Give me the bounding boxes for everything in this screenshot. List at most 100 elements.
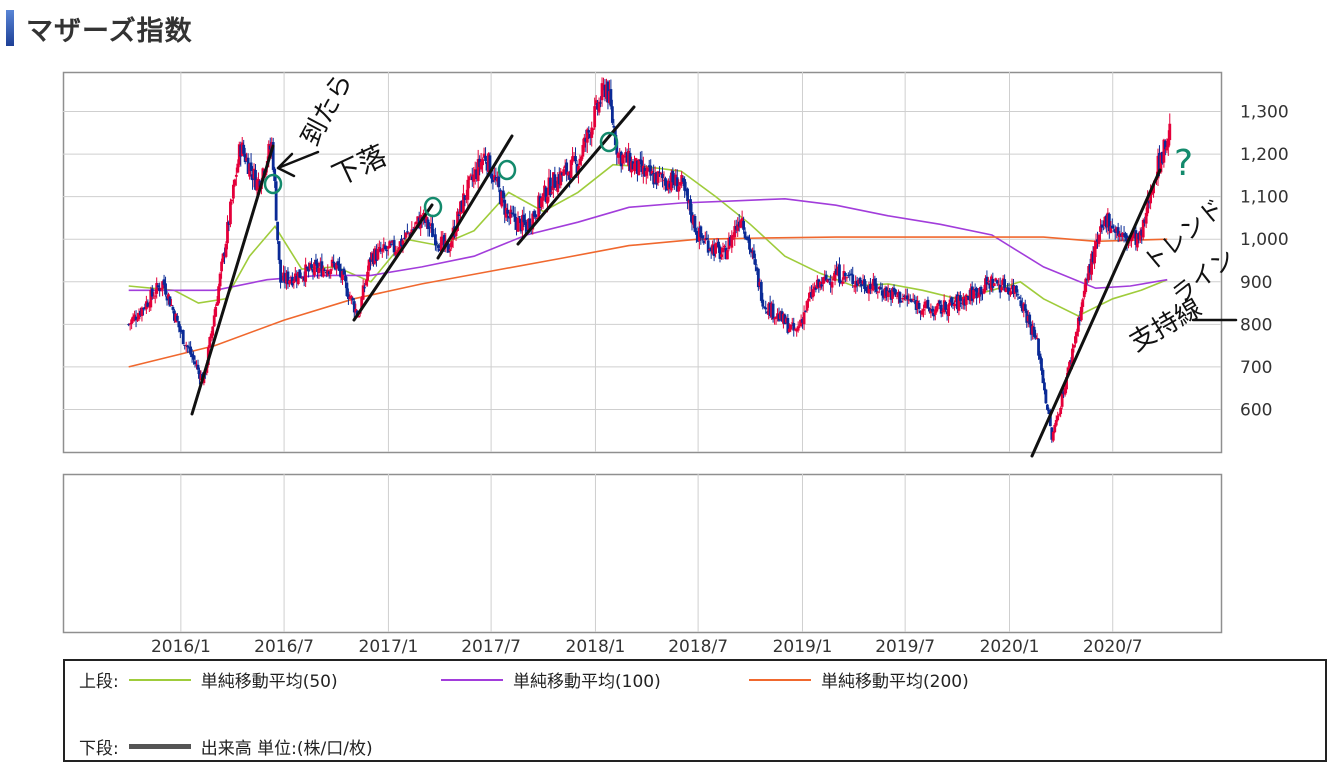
candle-body xyxy=(653,173,657,183)
candle-body xyxy=(1146,198,1150,214)
candle-body xyxy=(764,307,768,310)
candle-body xyxy=(1132,231,1136,238)
candle-body xyxy=(1012,284,1015,295)
candle-body xyxy=(579,156,583,161)
candle-body xyxy=(681,178,685,182)
candle-body xyxy=(914,300,918,310)
candle-body xyxy=(944,301,948,310)
candle-body xyxy=(379,248,383,252)
candle-body xyxy=(464,197,468,199)
candle-body xyxy=(532,211,536,217)
candle-body xyxy=(1094,240,1098,249)
candle-body xyxy=(593,106,597,128)
candle-body xyxy=(705,237,709,240)
candle-body xyxy=(1121,233,1124,238)
candle-body xyxy=(352,301,356,313)
candle-body xyxy=(923,301,927,309)
candle-body xyxy=(450,241,454,248)
candle-body xyxy=(615,142,619,155)
candle-body xyxy=(217,286,221,304)
candle-body xyxy=(571,156,574,162)
candle-body xyxy=(565,162,569,175)
legend-lower-label: 下段: xyxy=(79,739,119,759)
candle-body xyxy=(609,89,613,107)
candle-body xyxy=(476,159,480,181)
candle-body xyxy=(720,254,723,257)
candle-body xyxy=(1125,235,1129,244)
candle-body xyxy=(1082,290,1086,298)
candle-body xyxy=(910,298,914,302)
candle-body xyxy=(528,218,532,229)
candle-body xyxy=(208,336,212,348)
candle-body xyxy=(457,214,461,216)
candle-body xyxy=(1013,285,1017,294)
trendline-2 xyxy=(352,203,434,322)
candle-body xyxy=(139,310,142,316)
candle-body xyxy=(279,259,282,283)
candle-body xyxy=(323,269,327,271)
candle-body xyxy=(376,248,380,260)
candle-body xyxy=(513,213,517,222)
candle-body xyxy=(1038,353,1042,360)
candle-body xyxy=(779,311,782,320)
candle-body xyxy=(431,223,434,238)
candle-body xyxy=(963,299,967,306)
candle-body xyxy=(481,159,484,166)
candle-body xyxy=(243,153,247,163)
candle-body xyxy=(972,289,976,299)
candle-body xyxy=(395,251,399,253)
candle-body xyxy=(1017,297,1021,299)
candle-body xyxy=(724,247,728,260)
candle-body xyxy=(637,159,641,176)
candle-body xyxy=(245,157,249,161)
candle-body xyxy=(905,295,909,300)
candle-body xyxy=(851,274,855,284)
candle-body xyxy=(221,253,225,263)
candle-body xyxy=(655,172,659,185)
candle-body xyxy=(904,295,908,300)
candle-body xyxy=(954,296,958,303)
candle-body xyxy=(407,232,411,234)
candle-body xyxy=(901,298,905,300)
candle-body xyxy=(989,276,993,290)
candle-body xyxy=(631,161,635,170)
candle-body xyxy=(833,271,837,281)
candle-body xyxy=(742,220,746,230)
candle-body xyxy=(849,273,853,276)
chart-gridlines xyxy=(63,72,1221,632)
candle-body xyxy=(783,314,787,325)
candle-body xyxy=(1158,152,1161,172)
candle-body xyxy=(858,277,862,284)
candle-body xyxy=(215,302,219,306)
candle-body xyxy=(403,237,406,239)
candle-body xyxy=(1088,263,1092,273)
candle-body xyxy=(258,180,262,188)
candle-body xyxy=(554,189,558,191)
candle-body xyxy=(398,241,402,253)
candle-body xyxy=(382,244,386,250)
candle-body xyxy=(638,159,642,161)
candle-body xyxy=(970,286,974,301)
candle-body xyxy=(254,169,257,190)
candle-body xyxy=(1130,238,1133,242)
candle-body xyxy=(196,364,200,370)
candle-body xyxy=(986,281,990,283)
candle-body xyxy=(375,249,378,261)
candle-body xyxy=(559,171,563,186)
candle-body xyxy=(404,232,408,238)
candle-body xyxy=(897,291,900,298)
candle-body xyxy=(557,174,561,185)
candle-body xyxy=(363,287,367,289)
candle-body xyxy=(889,290,893,300)
candle-body xyxy=(1076,317,1080,332)
candle-body xyxy=(366,271,369,281)
legend-row-lower: 下段: 出来高 単位:(株/口/枚) xyxy=(79,734,373,759)
candle-body xyxy=(714,243,717,254)
candle-body xyxy=(494,176,498,181)
candle-body xyxy=(434,234,437,246)
page-title: マザーズ指数 xyxy=(26,15,193,47)
candle-body xyxy=(373,248,377,264)
candle-body xyxy=(867,285,871,294)
candle-body xyxy=(994,278,998,282)
